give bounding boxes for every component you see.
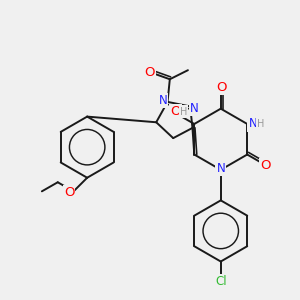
Text: O: O (170, 105, 181, 118)
Text: O: O (64, 186, 74, 199)
Text: O: O (144, 66, 155, 79)
Text: N: N (216, 162, 225, 175)
Text: H: H (180, 106, 187, 116)
Text: Cl: Cl (215, 275, 226, 288)
Text: O: O (260, 159, 270, 172)
Text: O: O (217, 81, 227, 94)
Text: H: H (257, 119, 265, 129)
Text: N: N (190, 102, 199, 115)
Text: N: N (248, 118, 257, 130)
Text: N: N (159, 94, 167, 107)
